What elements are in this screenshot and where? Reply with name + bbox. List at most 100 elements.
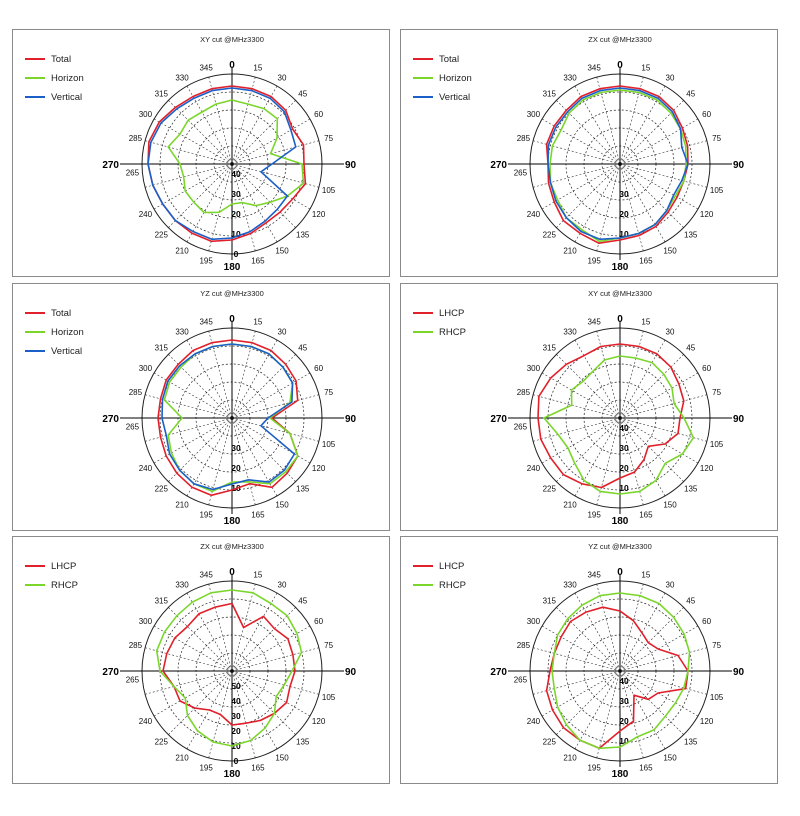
theta-label: 300: [527, 617, 541, 626]
theta-label: 265: [126, 169, 140, 178]
theta-major-label: 270: [102, 160, 119, 171]
radial-label: 40: [619, 676, 629, 686]
grid-spoke: [574, 592, 621, 672]
theta-label: 150: [663, 247, 677, 256]
series-line-total: [545, 85, 689, 244]
polar-chart: YZ cut @MHz3300 0 90 180 270 15 30 45 60 75 105 120…: [413, 542, 745, 780]
grid-spoke: [541, 670, 621, 717]
theta-major-label: 90: [733, 414, 745, 425]
theta-label: 265: [514, 676, 528, 685]
radial-label: 30: [619, 696, 629, 706]
polar-chart: ZX cut @MHz3300 0 90 180 270 15 30 45 60 75 105 120…: [25, 542, 357, 780]
series-line-rhcp: [551, 592, 691, 750]
grid-spoke: [532, 417, 621, 442]
grid-spoke: [619, 394, 708, 419]
theta-label: 60: [702, 617, 711, 626]
theta-label: 285: [129, 134, 143, 143]
grid-spoke: [231, 394, 320, 419]
theta-label: 105: [322, 186, 336, 195]
theta-label: 150: [275, 247, 289, 256]
chart-title: YZ cut @MHz3300: [200, 289, 263, 298]
radial-label: 10: [231, 741, 241, 751]
grid-spoke: [596, 670, 621, 759]
legend-label: Horizon: [439, 73, 472, 84]
grid-spoke: [231, 670, 296, 735]
theta-label: 30: [666, 327, 675, 336]
legend-label: LHCP: [51, 561, 76, 572]
polar-chart-panel-3: YZ cut @MHz3300 0 90 180 270 15 30 45 60 75 105 120…: [12, 283, 390, 531]
theta-label: 345: [199, 570, 213, 579]
theta-label: 330: [563, 327, 577, 336]
theta-major-label: 180: [612, 769, 629, 780]
grid-spoke: [231, 163, 311, 210]
theta-label: 315: [543, 596, 557, 605]
legend-label: Total: [51, 54, 71, 65]
theta-label: 225: [543, 738, 557, 747]
grid-spoke: [574, 339, 621, 419]
radial-label: 40: [231, 169, 241, 179]
theta-label: 105: [710, 440, 724, 449]
theta-label: 285: [517, 641, 531, 650]
grid-spoke: [532, 647, 621, 672]
theta-label: 345: [199, 317, 213, 326]
theta-label: 265: [514, 423, 528, 432]
theta-label: 330: [563, 73, 577, 82]
grid-spoke: [619, 417, 644, 506]
grid-spoke: [619, 670, 684, 735]
theta-label: 195: [587, 764, 601, 773]
theta-major-label: 270: [490, 160, 507, 171]
grid-spoke: [144, 670, 233, 695]
grid-spoke: [231, 85, 278, 165]
chart-title: XY cut @MHz3300: [200, 35, 264, 44]
grid-spoke: [619, 118, 699, 165]
theta-label: 315: [543, 89, 557, 98]
grid-spoke: [153, 118, 233, 165]
grid-spoke: [556, 100, 621, 165]
grid-spoke: [574, 670, 621, 750]
grid-spoke: [231, 163, 320, 188]
grid-spoke: [231, 372, 311, 419]
radial-label: 20: [619, 209, 629, 219]
radial-label: 0: [234, 249, 239, 259]
theta-label: 30: [278, 73, 287, 82]
theta-major-label: 270: [490, 414, 507, 425]
theta-label: 45: [686, 343, 695, 352]
theta-label: 265: [126, 676, 140, 685]
theta-major-label: 90: [733, 160, 745, 171]
grid-spoke: [619, 163, 684, 228]
theta-label: 45: [686, 596, 695, 605]
theta-label: 285: [129, 641, 143, 650]
grid-spoke: [231, 339, 278, 419]
grid-spoke: [231, 670, 278, 750]
legend-label: Vertical: [51, 92, 82, 103]
grid-spoke: [231, 625, 311, 672]
grid-spoke: [208, 417, 233, 506]
grid-spoke: [231, 118, 311, 165]
theta-label: 240: [527, 717, 541, 726]
theta-label: 345: [587, 63, 601, 72]
series-line-horizon: [167, 99, 305, 214]
chart-title: ZX cut @MHz3300: [588, 35, 651, 44]
grid-spoke: [231, 670, 256, 759]
grid-spoke: [532, 163, 621, 188]
grid-spoke: [556, 607, 621, 672]
grid-spoke: [619, 670, 644, 759]
theta-label: 75: [712, 388, 721, 397]
theta-label: 120: [700, 210, 714, 219]
grid-spoke: [231, 592, 278, 672]
grid-spoke: [168, 607, 233, 672]
legend-label: LHCP: [439, 561, 464, 572]
series-line-total: [147, 85, 307, 243]
theta-major-label: 0: [617, 567, 623, 578]
theta-major-label: 180: [224, 516, 241, 527]
theta-major-label: 270: [102, 414, 119, 425]
grid-spoke: [541, 417, 621, 464]
theta-major-label: 0: [229, 567, 235, 578]
grid-spoke: [186, 85, 233, 165]
grid-spoke: [144, 647, 233, 672]
theta-label: 135: [296, 738, 310, 747]
polar-chart: ZX cut @MHz3300 0 90 180 270 15 30 45 60 75 105 120…: [413, 35, 745, 273]
grid-spoke: [596, 163, 621, 252]
theta-label: 195: [199, 257, 213, 266]
theta-label: 330: [175, 580, 189, 589]
